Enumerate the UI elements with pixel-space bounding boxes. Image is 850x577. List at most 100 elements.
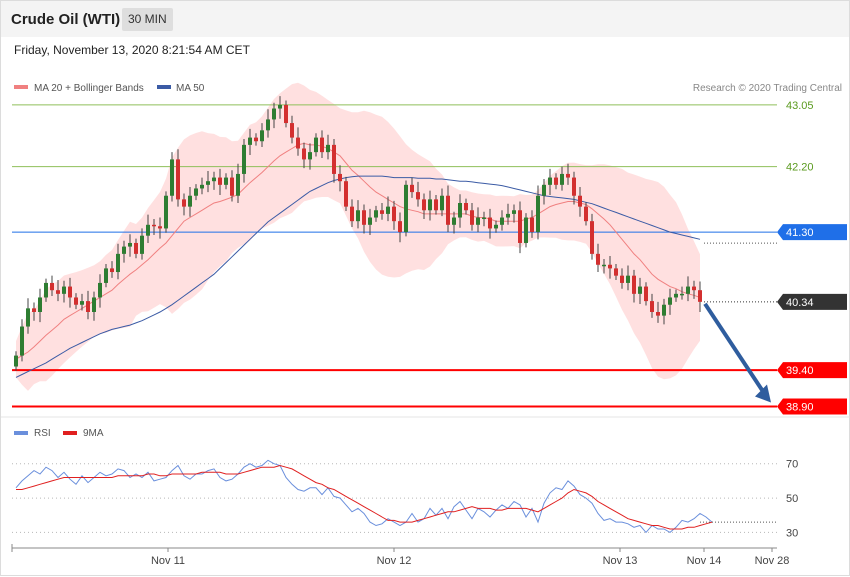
rsi-legend-swatch — [14, 431, 28, 435]
ma50-legend-swatch — [157, 85, 171, 89]
candle-body — [434, 199, 438, 211]
candle-body — [368, 217, 372, 225]
candle-body — [122, 246, 126, 254]
candle-body — [62, 286, 66, 294]
candle-body — [476, 217, 480, 225]
candle-body — [380, 210, 384, 214]
candle-body — [152, 224, 156, 227]
candle-body — [308, 152, 312, 160]
candle-body — [674, 293, 678, 298]
candle-body — [140, 235, 144, 254]
candle-body — [344, 181, 348, 207]
candle-body — [200, 184, 204, 189]
candle-body — [314, 137, 318, 153]
candle-body — [386, 206, 390, 214]
ma50-legend-label: MA 50 — [176, 83, 205, 94]
candle-body — [596, 253, 600, 265]
credit-text: Research © 2020 Trading Central — [693, 83, 842, 94]
candle-body — [512, 210, 516, 214]
candle-body — [656, 312, 660, 316]
candle-body — [332, 144, 336, 174]
candle-body — [662, 304, 666, 316]
ma20-legend-label: MA 20 + Bollinger Bands — [34, 83, 144, 94]
candle-body — [50, 282, 54, 291]
level-label-41-30: 41.30 — [786, 227, 814, 239]
candle-body — [164, 195, 168, 229]
x-tick-label: Nov 13 — [603, 555, 638, 567]
ma9-legend-label: 9MA — [83, 428, 104, 439]
candle-body — [626, 275, 630, 283]
candle-body — [698, 290, 702, 302]
candle-body — [290, 123, 294, 138]
candle-body — [218, 177, 222, 185]
candle-body — [506, 213, 510, 218]
level-tag-38-90 — [777, 398, 847, 415]
candle-body — [464, 203, 468, 211]
candle-body — [632, 275, 636, 294]
candle-body — [680, 293, 684, 296]
candle-body — [356, 210, 360, 222]
candle-body — [692, 286, 696, 291]
candle-body — [482, 217, 486, 220]
candle-body — [92, 297, 96, 312]
candle-body — [20, 326, 24, 356]
candle-body — [440, 195, 444, 211]
timeframe-badge[interactable]: 30 MIN — [122, 8, 173, 31]
instrument-title: Crude Oil (WTI) — [11, 11, 121, 28]
ma9-legend-swatch — [63, 431, 77, 435]
rsi-legend-label: RSI — [34, 428, 51, 439]
candle-body — [284, 104, 288, 124]
candle-body — [278, 104, 282, 109]
rsi-tick-70: 70 — [786, 459, 798, 471]
level-label-43-05: 43.05 — [786, 100, 814, 112]
rsi-tick-50: 50 — [786, 493, 798, 505]
candle-body — [374, 210, 378, 218]
candle-body — [644, 286, 648, 302]
candle-body — [170, 159, 174, 196]
candle-body — [590, 221, 594, 254]
candle-body — [248, 137, 252, 145]
candle-body — [446, 195, 450, 225]
candle-body — [566, 173, 570, 178]
candle-body — [428, 199, 432, 211]
candle-body — [134, 242, 138, 254]
ma20-legend-swatch — [14, 85, 28, 89]
candle-body — [338, 173, 342, 182]
candle-body — [650, 301, 654, 312]
candle-body — [302, 148, 306, 160]
candle-body — [620, 275, 624, 283]
candle-body — [404, 184, 408, 233]
candle-body — [254, 137, 258, 142]
candle-body — [266, 119, 270, 131]
candle-body — [98, 282, 102, 298]
candle-body — [668, 297, 672, 305]
candle-body — [518, 210, 522, 243]
candle-body — [272, 108, 276, 120]
candle-body — [554, 177, 558, 185]
rsi-tick-30: 30 — [786, 527, 798, 539]
candle-body — [146, 224, 150, 236]
candle-body — [548, 177, 552, 185]
candle-body — [416, 192, 420, 200]
candle-body — [176, 159, 180, 200]
candle-body — [542, 184, 546, 196]
candle-body — [500, 217, 504, 225]
report-timestamp: Friday, November 13, 2020 8:21:54 AM CET — [14, 43, 250, 57]
candle-body — [158, 226, 162, 229]
candle-body — [110, 268, 114, 273]
candle-body — [56, 290, 60, 294]
candle-body — [470, 210, 474, 225]
candle-body — [242, 144, 246, 174]
candle-body — [524, 217, 528, 243]
x-tick-label: Nov 28 — [755, 555, 790, 567]
candle-body — [212, 177, 216, 182]
candle-body — [128, 242, 132, 247]
candle-body — [602, 264, 606, 267]
candle-body — [530, 217, 534, 233]
candle-body — [236, 173, 240, 196]
candle-body — [536, 195, 540, 233]
level-tag-41-30 — [777, 224, 847, 241]
rsi-ma9-line — [16, 464, 713, 530]
